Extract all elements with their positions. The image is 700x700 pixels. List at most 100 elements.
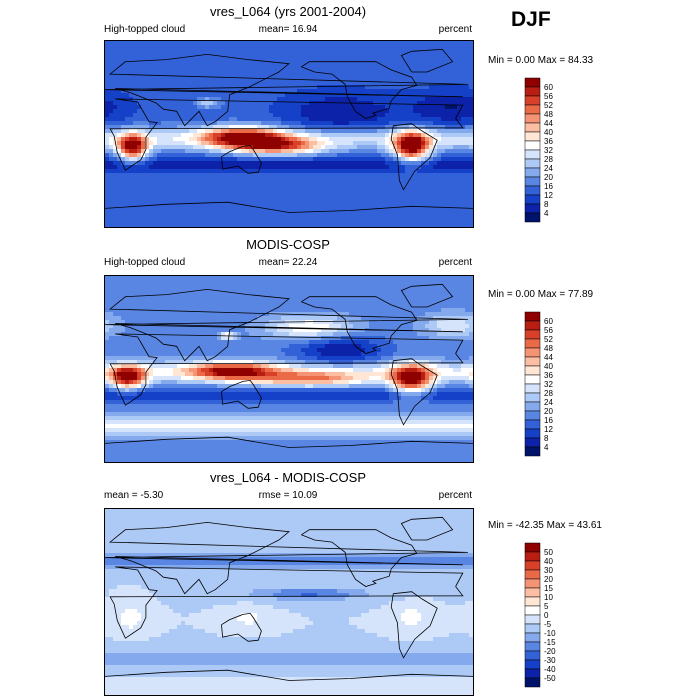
coastline (105, 669, 473, 681)
coastline (105, 521, 468, 595)
colorbar-tick-label: 50 (544, 548, 553, 557)
colorbar-swatch (524, 203, 541, 214)
colorbar-swatch (524, 158, 541, 169)
colorbar-swatch (524, 569, 541, 580)
colorbar-tick-label: -15 (544, 638, 556, 647)
colorbar-tick-label: 36 (544, 371, 553, 380)
colorbar-swatch (524, 437, 541, 448)
colorbar-swatch (524, 329, 541, 340)
colorbar-swatch (524, 356, 541, 367)
variable-label: High-topped cloud (104, 257, 186, 268)
colorbar-tick-label: 56 (544, 92, 553, 101)
colorbar-tick-label: 32 (544, 380, 553, 389)
colorbar-swatch (524, 677, 541, 688)
difference-map (104, 508, 474, 696)
colorbar-swatch (524, 410, 541, 421)
colorbar-tick-label: 28 (544, 155, 553, 164)
colorbar-tick-label: -50 (544, 674, 556, 683)
mean-label: mean= 22.24 (258, 257, 318, 268)
colorbar-tick-label: 16 (544, 416, 553, 425)
colorbar-tick-label: 32 (544, 146, 553, 155)
colorbar-tick-label: 28 (544, 389, 553, 398)
coastline (301, 61, 418, 119)
colorbar-swatch (524, 392, 541, 403)
colorbar-swatch (524, 86, 541, 97)
colorbar-tick-label: 4 (544, 209, 549, 218)
colorbar-swatch (524, 374, 541, 385)
colorbar-tick-label: 40 (544, 362, 553, 371)
colorbar-swatch (524, 605, 541, 616)
colorbar-tick-label: 40 (544, 128, 553, 137)
colorbar-swatch (524, 596, 541, 607)
coastline (109, 98, 464, 171)
mean-label: mean = -5.30 (104, 490, 164, 501)
colorbar-swatch (524, 659, 541, 670)
colorbar-swatch (524, 140, 541, 151)
colorbar-swatch (524, 428, 541, 439)
colorbar-swatch (524, 185, 541, 196)
colorbar-swatch (524, 578, 541, 589)
colorbar-tick-label: 24 (544, 164, 553, 173)
colorbar-tick-label: 16 (544, 182, 553, 191)
colorbar-tick-label: 44 (544, 353, 553, 362)
coastline (109, 566, 464, 639)
colorbar-tick-label: 48 (544, 344, 553, 353)
variable-label: High-topped cloud (104, 24, 186, 35)
colorbar-swatch (524, 167, 541, 178)
coastline (105, 436, 473, 448)
colorbar-tick-label: 12 (544, 191, 553, 200)
colorbar-tick-label: 36 (544, 137, 553, 146)
coastline (221, 612, 262, 642)
colorbar-swatch (524, 650, 541, 661)
panel-title: vres_L064 (yrs 2001-2004) (209, 4, 367, 19)
colorbar-tick-label: 8 (544, 200, 549, 209)
colorbar-swatch (524, 212, 541, 223)
colorbar-swatch (524, 176, 541, 187)
rmse-label: rmse = 10.09 (258, 490, 318, 501)
min-max-label: Min = -42.35 Max = 43.61 (488, 520, 602, 531)
colorbar-swatch (524, 419, 541, 430)
coastline (301, 296, 418, 354)
colorbar-swatch (524, 320, 541, 331)
colorbar-swatch (524, 365, 541, 376)
colorbar-swatch (524, 551, 541, 562)
colorbar-swatch (524, 623, 541, 634)
coastline (400, 516, 454, 541)
colorbar-swatch (524, 542, 541, 553)
colorbar-tick-label: 30 (544, 566, 553, 575)
min-max-label: Min = 0.00 Max = 84.33 (488, 55, 594, 66)
coastline (390, 591, 438, 659)
colorbar-tick-label: 0 (544, 611, 549, 620)
colorbar-tick-label: 52 (544, 335, 553, 344)
units-label: percent (438, 257, 472, 268)
colorbar-tick-label: 20 (544, 173, 553, 182)
colorbar-swatch (524, 347, 541, 358)
coastline (105, 201, 473, 213)
colorbar-tick-label: 5 (544, 602, 549, 611)
colorbar-swatch (524, 149, 541, 160)
coastline (221, 144, 262, 174)
colorbar-tick-label: -40 (544, 665, 556, 674)
coastline (221, 379, 262, 409)
coastline (109, 333, 464, 406)
colorbar-swatch (524, 668, 541, 679)
colorbar-swatch (524, 641, 541, 652)
colorbar-tick-label: -10 (544, 629, 556, 638)
colorbar-tick-label: 4 (544, 443, 549, 452)
colorbar-tick-label: 20 (544, 407, 553, 416)
colorbar-tick-label: 40 (544, 557, 553, 566)
colorbar-swatch (524, 560, 541, 571)
colorbar-tick-label: 52 (544, 101, 553, 110)
colorbar-swatch (524, 587, 541, 598)
coastline (400, 48, 454, 73)
colorbar-swatch (524, 113, 541, 124)
coastline (301, 529, 418, 587)
colorbar-swatch (524, 95, 541, 106)
units-label: percent (438, 490, 472, 501)
colorbar-tick-label: 12 (544, 425, 553, 434)
colorbar-swatch (524, 104, 541, 115)
colorbar: 60 56 52 48 44 40 36 32 28 24 20 16 12 8 4 (524, 311, 585, 460)
colorbar-swatch (524, 632, 541, 643)
colorbar-tick-label: 56 (544, 326, 553, 335)
model-cloud-map (104, 40, 474, 228)
